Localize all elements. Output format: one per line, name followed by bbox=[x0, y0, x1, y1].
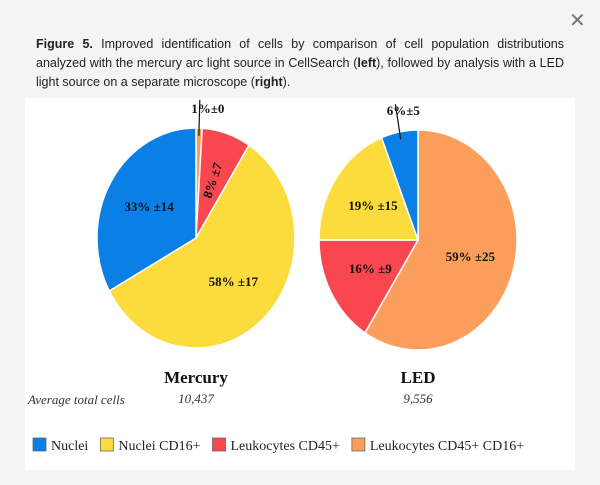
pie-slice bbox=[318, 136, 420, 241]
slice-label: 6%±5 bbox=[387, 103, 421, 118]
label-leader-line bbox=[198, 99, 201, 136]
figure-image: 1%±0 8% ±7 58% ±17 33% ±14 Mercury 10,437 59% … bbox=[25, 98, 575, 470]
caption-bold-right: right bbox=[254, 75, 283, 89]
caption-text: ). bbox=[282, 75, 291, 89]
close-icon[interactable]: ✕ bbox=[569, 10, 586, 32]
slice-label: 59% ±25 bbox=[446, 249, 496, 264]
label-leader-line bbox=[394, 104, 402, 140]
caption-text: Improved identification of cells by comp… bbox=[36, 37, 564, 70]
pie-slice bbox=[363, 129, 518, 351]
legend-swatch bbox=[351, 437, 366, 452]
legend-label: Leukocytes CD45+ bbox=[231, 439, 340, 454]
slice-label: 1%±0 bbox=[191, 101, 224, 116]
legend-label: Leukocytes CD45+ CD16+ bbox=[370, 439, 524, 454]
slice-label: 19% ±15 bbox=[348, 198, 398, 213]
pie-slice bbox=[96, 127, 197, 293]
caption-text: ), followed by analysis with a LED light… bbox=[36, 56, 564, 89]
legend-label: Nuclei bbox=[51, 439, 88, 454]
legend-swatch bbox=[99, 437, 114, 452]
pie-slice bbox=[108, 144, 296, 349]
caption-label: Figure 5. bbox=[36, 37, 93, 51]
legend-swatch bbox=[212, 437, 226, 452]
pie-slice bbox=[318, 239, 420, 334]
legend-label: Nuclei CD16+ bbox=[118, 439, 200, 454]
avg-total-cells-label: Average total cells bbox=[27, 392, 125, 407]
slice-label: 16% ±9 bbox=[349, 261, 392, 276]
figure-caption: Figure 5. Improved identification of cel… bbox=[36, 35, 564, 92]
caption-bold-left: left bbox=[357, 56, 377, 70]
avg-total-cells-value: 9,556 bbox=[403, 391, 433, 406]
legend-swatch bbox=[32, 437, 47, 452]
slice-label: 33% ±14 bbox=[124, 199, 174, 214]
pie-title: Mercury bbox=[164, 368, 228, 387]
slice-label: 58% ±17 bbox=[209, 274, 259, 289]
avg-total-cells-value: 10,437 bbox=[178, 391, 214, 406]
pie-title: LED bbox=[401, 368, 436, 387]
